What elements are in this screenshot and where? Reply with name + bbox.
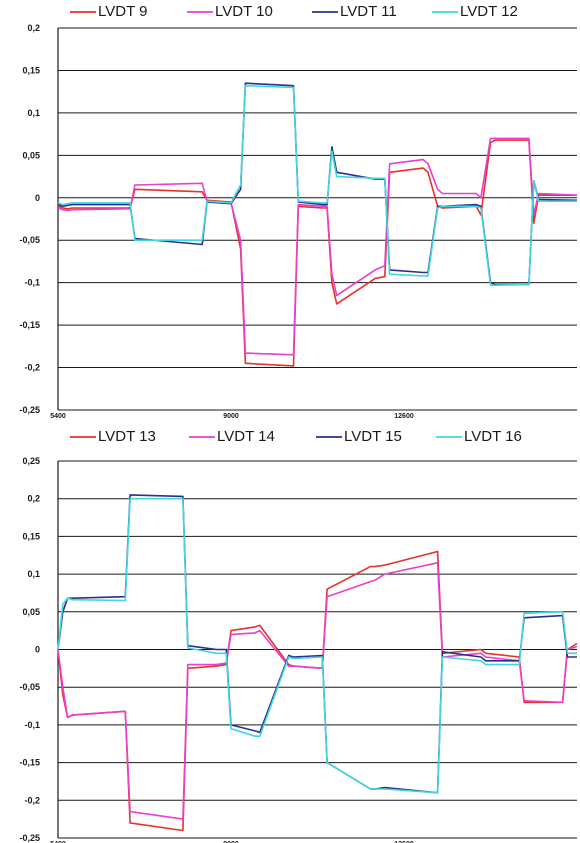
y-tick-label: 0,05: [22, 607, 40, 617]
chart-lvdt-9-12: 0,2 0,15 0,1 0,05 0 -0,05 -0,1 -0,15 -0,2 -0,25 54…: [0, 0, 580, 420]
chart-2-svg: 0,25 0,2 0,15 0,1 0,05 0 -0,05 -0,1 -0,15 -0,2 -0,…: [19, 428, 578, 843]
x-tick-label: 12600: [394, 413, 414, 420]
y-tick-label: -0,05: [19, 682, 40, 692]
y-tick-label: 0,25: [22, 456, 40, 466]
series-line-lvdt-13: [57, 550, 578, 832]
series-line-lvdt-9: [57, 139, 577, 367]
x-tick-label: 5400: [50, 413, 66, 420]
y-tick-label: 0: [35, 193, 40, 203]
y-tick-label: 0,1: [27, 108, 40, 118]
y-tick-label: -0,15: [19, 320, 40, 330]
y-tick-label: -0,25: [19, 405, 40, 415]
y-tick-label: -0,15: [19, 758, 40, 768]
series-line-lvdt-16: [57, 497, 577, 794]
y-tick-label: -0,25: [19, 833, 40, 843]
y-tick-label: -0,2: [24, 795, 40, 805]
y-tick-label: -0,1: [24, 278, 40, 288]
legend-label: LVDT 13: [98, 428, 156, 445]
y-tick-label: -0,05: [19, 235, 40, 245]
legend-label: LVDT 9: [98, 3, 147, 20]
y-tick-label: 0,2: [27, 494, 40, 504]
y-tick-label: 0,2: [27, 23, 40, 33]
chart-1-svg: 0,2 0,15 0,1 0,05 0 -0,05 -0,1 -0,15 -0,2 -0,25 54…: [19, 3, 578, 420]
series-line-lvdt-12: [57, 84, 577, 286]
legend-label: LVDT 12: [460, 3, 518, 20]
series-line-lvdt-10: [57, 137, 578, 356]
y-tick-label: 0,05: [22, 150, 40, 160]
series-line-lvdt-15: [57, 494, 577, 794]
y-tick-label: 0: [35, 645, 40, 655]
y-tick-label: 0,15: [22, 531, 40, 541]
y-tick-label: -0,1: [24, 720, 40, 730]
legend-label: LVDT 14: [217, 428, 275, 445]
legend-label: LVDT 15: [344, 428, 402, 445]
x-tick-label: 5400: [50, 841, 66, 843]
legend-label: LVDT 16: [464, 428, 522, 445]
x-tick-label: 9000: [223, 413, 239, 420]
series-line-lvdt-14: [57, 562, 578, 820]
legend-label: LVDT 10: [215, 3, 273, 20]
y-tick-label: -0,2: [24, 363, 40, 373]
x-tick-label: 12600: [394, 841, 414, 843]
chart-lvdt-13-16: 0,25 0,2 0,15 0,1 0,05 0 -0,05 -0,1 -0,15 -0,2 -0,…: [0, 421, 580, 843]
legend-label: LVDT 11: [340, 3, 397, 20]
x-tick-label: 9000: [223, 841, 239, 843]
y-tick-label: 0,15: [22, 65, 40, 75]
y-tick-label: 0,1: [27, 569, 40, 579]
